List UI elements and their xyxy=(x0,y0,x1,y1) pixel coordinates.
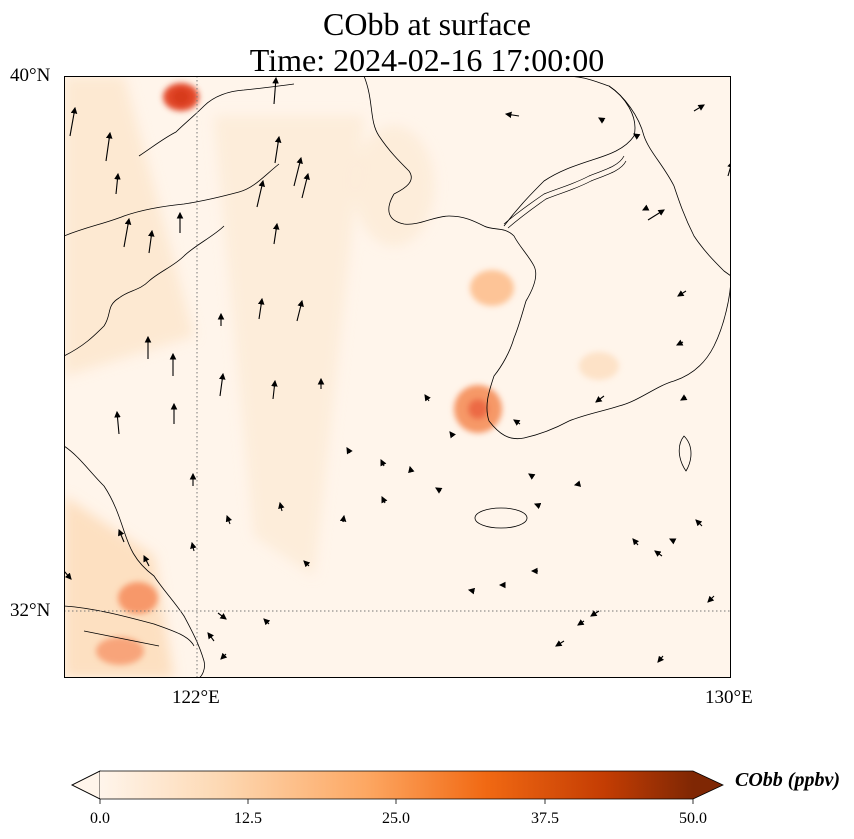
wind-arrow xyxy=(504,111,520,119)
gridlines xyxy=(64,76,731,678)
wind-arrow xyxy=(435,487,443,494)
wind-arrow xyxy=(190,541,197,552)
colorbar-tick-0: 0.0 xyxy=(90,810,110,827)
lat-tick-32n: 32°N xyxy=(10,600,51,621)
wind-arrow xyxy=(218,372,226,397)
wind-arrow xyxy=(225,514,233,525)
wind-arrow xyxy=(647,209,665,221)
wind-arrow xyxy=(632,538,640,546)
wind-arrow xyxy=(143,555,150,567)
wind-arrow xyxy=(595,395,605,403)
wind-arrow xyxy=(274,135,282,164)
wind-arrow xyxy=(147,229,155,254)
wind-arrow xyxy=(633,133,641,140)
map-panel xyxy=(64,76,731,678)
wind-arrow xyxy=(642,204,650,211)
lon-tick-130e: 130°E xyxy=(705,687,753,708)
colorbar-tick-12-5: 12.5 xyxy=(234,810,262,827)
wind-arrow xyxy=(64,570,72,580)
wind-arrow xyxy=(272,222,280,245)
wind-arrow xyxy=(695,519,703,527)
wind-arrow xyxy=(301,172,310,199)
wind-arrow xyxy=(577,619,585,626)
colorbar-tick-50: 50.0 xyxy=(679,810,707,827)
wind-arrow xyxy=(293,156,303,187)
wind-arrow xyxy=(669,538,677,545)
wind-arrow xyxy=(114,172,121,195)
wind-arrow xyxy=(654,550,663,557)
wind-arrow xyxy=(533,502,542,510)
colorbar-tick-marks xyxy=(99,799,694,804)
wind-arrow xyxy=(114,410,121,435)
wind-arrow xyxy=(424,394,431,402)
colorbar-tick-37-5: 37.5 xyxy=(531,810,559,827)
wind-arrow xyxy=(220,652,228,660)
wind-arrow xyxy=(555,640,565,647)
wind-arrow xyxy=(380,459,387,467)
map-border xyxy=(64,76,731,678)
wind-arrow xyxy=(513,419,521,426)
wind-vectors xyxy=(64,76,731,663)
wind-arrow xyxy=(257,297,265,320)
hotspot-seoul xyxy=(470,270,514,306)
jeju-island xyxy=(474,507,528,529)
wind-arrow xyxy=(278,501,285,512)
wind-arrow xyxy=(590,610,600,617)
wind-arrow xyxy=(105,131,113,162)
colorbar-extend-min xyxy=(71,770,101,800)
lon-tick-122e: 122°E xyxy=(172,687,220,708)
colorbar-label: CObb (ppbv) xyxy=(735,769,840,791)
map-subtitle-time: Time: 2024-02-16 17:00:00 xyxy=(249,42,605,78)
wind-arrow xyxy=(263,618,271,626)
wind-arrow xyxy=(707,595,715,603)
wind-arrow xyxy=(680,394,688,401)
hotspot-yangtze-south xyxy=(96,637,144,665)
wind-arrow xyxy=(123,217,132,248)
colorbar-tick-25: 25.0 xyxy=(382,810,410,827)
wind-arrow xyxy=(693,104,705,112)
wind-arrow xyxy=(467,587,476,595)
wind-arrow xyxy=(573,480,582,487)
wind-arrow xyxy=(346,447,353,455)
colorbar-gradient xyxy=(100,771,693,799)
wind-arrow xyxy=(271,379,278,400)
wind-arrow xyxy=(677,290,687,297)
wind-arrow xyxy=(118,528,125,543)
wind-arrow xyxy=(381,496,388,504)
wind-arrow xyxy=(256,179,265,208)
wind-arrow xyxy=(272,76,279,105)
wind-arrow xyxy=(296,299,304,322)
wind-arrow xyxy=(408,465,415,474)
lat-tick-40n: 40°N xyxy=(10,65,51,86)
colorbar-extend-max xyxy=(693,771,723,799)
colorbar xyxy=(71,770,724,804)
concentration-field xyxy=(64,76,434,678)
wind-arrow xyxy=(449,431,456,439)
wind-arrow xyxy=(528,473,536,480)
map-title: CObb at surface xyxy=(323,6,531,42)
wind-arrow xyxy=(339,514,347,523)
wind-arrow xyxy=(657,655,665,663)
wind-arrow xyxy=(676,339,684,346)
hotspot-yangtze-north xyxy=(118,582,158,614)
wind-arrow xyxy=(207,632,215,642)
coastlines xyxy=(64,76,731,678)
wind-arrow xyxy=(598,117,606,124)
border-lines xyxy=(503,155,627,229)
wind-arrow xyxy=(69,106,78,137)
wind-arrow xyxy=(217,612,227,620)
wind-arrow xyxy=(303,560,311,568)
